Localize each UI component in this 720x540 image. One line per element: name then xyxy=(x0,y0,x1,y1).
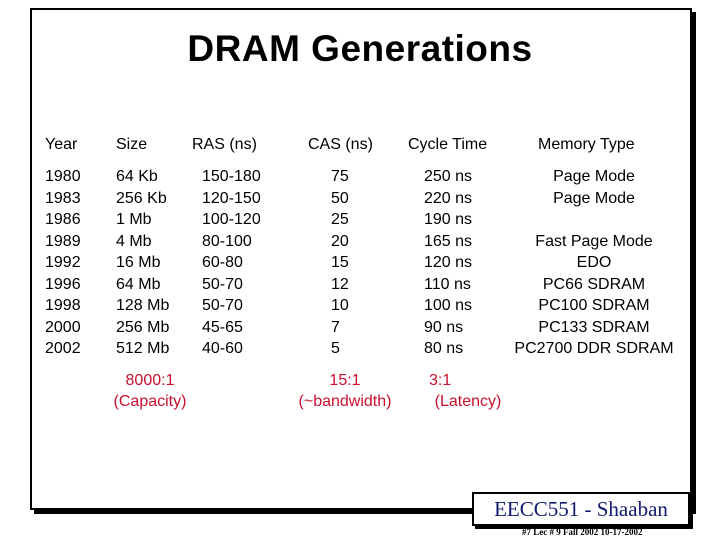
size-cell: 512 Mb xyxy=(116,340,170,357)
cas-cell: 10 xyxy=(331,297,349,314)
size-cell: 4 Mb xyxy=(116,232,152,250)
year-cell: 1989 xyxy=(45,232,81,250)
year-column: 1980 1983 1986 1989 1992 1996 1998 2000 … xyxy=(45,166,81,360)
memory-type-cell: PC133 SDRAM xyxy=(538,318,650,336)
size-cell: 16 Mb xyxy=(116,254,161,271)
memory-type-cell: EDO xyxy=(576,254,612,271)
ras-cell: 100-120 xyxy=(202,211,261,228)
cas-cell: 50 xyxy=(331,189,349,207)
year-cell: 1998 xyxy=(45,297,81,314)
size-cell: 256 Kb xyxy=(116,189,167,207)
header-cas: CAS (ns) xyxy=(308,136,373,153)
bandwidth-ratio: 15:1 (~bandwidth) xyxy=(285,370,405,412)
cas-cell: 25 xyxy=(331,211,349,228)
cycle-time-cell: 80 ns xyxy=(424,340,464,357)
ras-cell: 40-60 xyxy=(202,340,243,357)
year-cell: 1996 xyxy=(45,275,81,293)
year-cell: 1986 xyxy=(45,211,81,228)
year-cell: 1983 xyxy=(45,189,81,207)
year-cell: 2002 xyxy=(45,340,81,357)
header-cycle-time: Cycle Time xyxy=(408,136,488,153)
memory-type-cell: PC66 SDRAM xyxy=(542,275,646,293)
ras-column: 150-180 120-150 100-120 80-100 60-80 50-… xyxy=(202,166,261,360)
cycle-time-cell: 190 ns xyxy=(424,211,473,228)
header-year: Year xyxy=(45,136,78,153)
size-cell: 256 Mb xyxy=(116,318,170,336)
bandwidth-ratio-label: (~bandwidth) xyxy=(298,393,392,410)
cycle-time-cell: 100 ns xyxy=(424,297,473,314)
cas-column: 75 50 25 20 15 12 10 7 5 xyxy=(331,166,349,360)
memory-type-cell: PC100 SDRAM xyxy=(538,297,650,314)
cycle-time-cell: 250 ns xyxy=(424,168,473,185)
cycle-time-cell: 90 ns xyxy=(424,318,464,336)
cas-cell: 12 xyxy=(331,275,349,293)
header-ras: RAS (ns) xyxy=(192,136,257,153)
ras-cell: 50-70 xyxy=(202,297,243,314)
cycle-time-column: 250 ns 220 ns 190 ns 165 ns 120 ns 110 n… xyxy=(424,166,472,360)
cycle-time-cell: 110 ns xyxy=(424,275,471,293)
ras-cell: 45-65 xyxy=(202,318,243,336)
ras-cell: 120-150 xyxy=(202,189,261,207)
memory-type-cell xyxy=(496,209,692,231)
slide-title: DRAM Generations xyxy=(187,28,533,69)
memory-type-column: Page Mode Page Mode Fast Page Mode EDO P… xyxy=(496,166,692,360)
year-cell: 2000 xyxy=(45,318,81,336)
ras-cell: 50-70 xyxy=(202,275,243,293)
cycle-time-cell: 120 ns xyxy=(424,254,473,271)
cas-cell: 5 xyxy=(331,340,340,357)
size-cell: 64 Kb xyxy=(116,168,158,185)
latency-ratio: 3:1 (Latency) xyxy=(420,370,516,412)
header-size: Size xyxy=(116,136,148,153)
memory-type-cell: PC2700 DDR SDRAM xyxy=(514,340,674,357)
latency-ratio-label: (Latency) xyxy=(434,393,502,410)
memory-type-cell: Page Mode xyxy=(553,189,635,207)
capacity-ratio-label: (Capacity) xyxy=(113,393,187,410)
slide-footer: #7 Lec # 9 Fall 2002 10-17-2002 xyxy=(522,527,643,537)
ras-cell: 150-180 xyxy=(202,168,261,185)
year-cell: 1992 xyxy=(45,254,81,271)
size-column: 64 Kb 256 Kb 1 Mb 4 Mb 16 Mb 64 Mb 128 M… xyxy=(116,166,169,360)
capacity-ratio: 8000:1 (Capacity) xyxy=(100,370,200,412)
cas-cell: 75 xyxy=(331,168,349,185)
header-memory-type: Memory Type xyxy=(538,136,635,153)
cas-cell: 20 xyxy=(331,232,349,250)
size-cell: 64 Mb xyxy=(116,275,161,293)
course-badge: EECC551 - Shaaban xyxy=(472,492,690,526)
latency-ratio-value: 3:1 xyxy=(429,372,452,389)
bandwidth-ratio-value: 15:1 xyxy=(329,372,361,389)
cas-cell: 7 xyxy=(331,318,340,336)
ras-cell: 80-100 xyxy=(202,232,252,250)
memory-type-cell: Fast Page Mode xyxy=(535,232,653,250)
capacity-ratio-value: 8000:1 xyxy=(125,372,175,389)
cycle-time-cell: 220 ns xyxy=(424,189,473,207)
cas-cell: 15 xyxy=(331,254,349,271)
size-cell: 1 Mb xyxy=(116,211,152,228)
cycle-time-cell: 165 ns xyxy=(424,232,473,250)
memory-type-cell: Page Mode xyxy=(553,168,635,185)
year-cell: 1980 xyxy=(45,168,81,185)
size-cell: 128 Mb xyxy=(116,297,170,314)
slide-frame xyxy=(30,8,692,510)
ras-cell: 60-80 xyxy=(202,254,243,271)
